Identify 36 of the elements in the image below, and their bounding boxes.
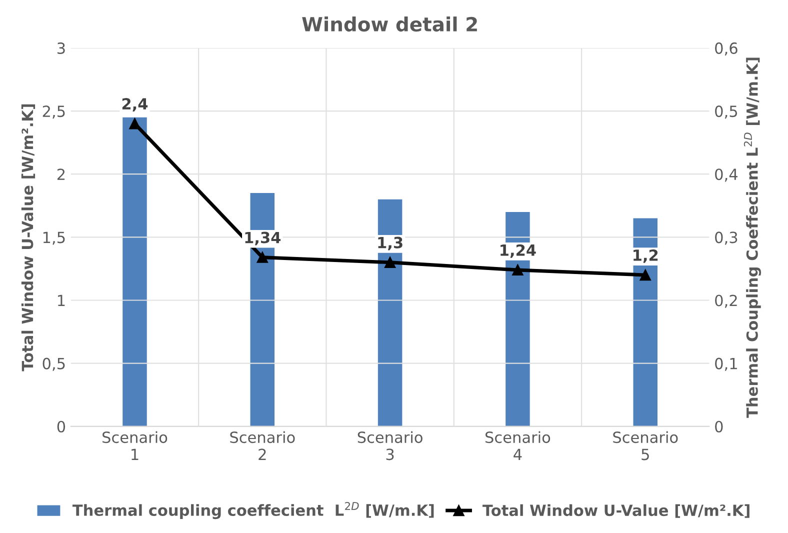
y-axis-title: Total Window U-Value [W/m².K] <box>21 104 36 372</box>
point <box>256 252 268 263</box>
x-tick-label: Scenario 3 <box>358 431 422 460</box>
x-tick-label: Scenario 5 <box>613 431 678 460</box>
data-label: 1,34 <box>245 232 281 246</box>
y2-tick-label: 0,3 <box>715 232 738 245</box>
x-tick-label: Scenario 2 <box>230 431 295 460</box>
y2-tick-label: 0,2 <box>715 294 737 308</box>
legend-label: Total Window U-Value [W/m².K] <box>482 504 750 518</box>
y2-tick-label: 0,4 <box>715 168 738 182</box>
x-tick-label: Scenario 1 <box>102 431 168 460</box>
bar <box>122 117 147 426</box>
y-tick-label: 2 <box>57 168 65 180</box>
y2-tick-label: 0,5 <box>715 106 738 119</box>
point <box>384 256 396 268</box>
x-tick-label: Scenario 4 <box>486 431 550 460</box>
data-label: 1,2 <box>634 249 658 263</box>
y-tick-label: 2,5 <box>42 106 65 119</box>
y-tick-label: 1 <box>58 294 65 306</box>
y-tick-label: 0,5 <box>42 358 65 371</box>
y2-tick-label: 0,6 <box>715 42 738 56</box>
y-tick-label: 1,5 <box>43 232 65 245</box>
bar <box>633 218 658 426</box>
y-tick-label: 3 <box>58 42 65 54</box>
chart-title: Window detail 2 <box>302 16 477 32</box>
y2-tick-label: 0 <box>715 420 723 432</box>
data-label: 2,4 <box>122 98 148 112</box>
point <box>512 264 524 276</box>
data-label: 1,24 <box>500 244 536 258</box>
legend-label: Thermal coupling coeffecient L$^{2D}$ [W/m.K] <box>72 502 434 520</box>
y2-tick-label: 0,1 <box>715 358 737 371</box>
data-label: 1,3 <box>378 236 402 250</box>
point <box>129 118 140 130</box>
y2-axis-title: Thermal Coupling Coeffecient L$^{2D}$ [W/m.K] <box>744 58 761 418</box>
y-tick-label: 0 <box>57 420 66 432</box>
point <box>640 269 651 281</box>
